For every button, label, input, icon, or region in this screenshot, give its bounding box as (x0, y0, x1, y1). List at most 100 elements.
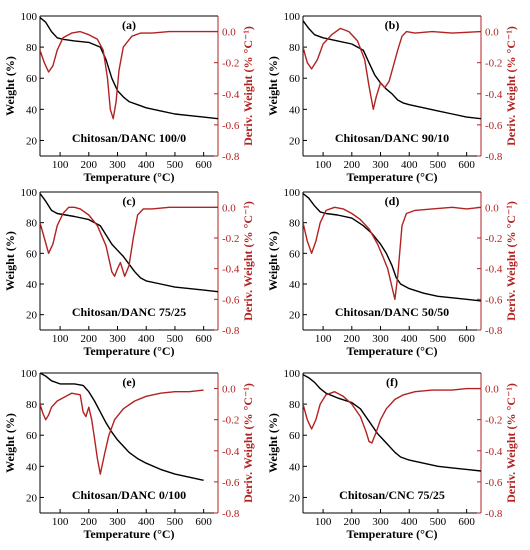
x-tick-label: 100 (315, 159, 332, 171)
y-right-tick-label: -0.8 (222, 325, 240, 337)
x-tick-label: 100 (315, 516, 332, 528)
x-axis-label: Temperature (°C) (83, 527, 174, 541)
y-left-tick-label: 60 (26, 430, 38, 442)
y-left-tick-label: 100 (21, 187, 38, 199)
y-right-tick-label: -0.6 (485, 477, 503, 489)
x-tick-label: 500 (430, 516, 447, 528)
y-right-tick-label: -0.6 (222, 294, 240, 306)
y-left-tick-label: 20 (26, 310, 38, 322)
y-left-tick-label: 40 (26, 104, 38, 116)
x-tick-label: 500 (167, 516, 184, 528)
x-tick-label: 600 (195, 333, 212, 345)
panel-b: 100 200 300 400 500 600 20 40 60 80 100 0.0 -0.2 -0.4… (266, 11, 518, 184)
panel-letter: (e) (122, 375, 135, 389)
y-left-tick-label: 20 (26, 492, 38, 504)
weight-curve (303, 192, 481, 302)
y-left-tick-label: 80 (289, 399, 301, 411)
weight-curve (40, 17, 218, 120)
y-left-tick-label: 20 (289, 310, 301, 322)
y-left-tick-label: 80 (26, 218, 38, 230)
deriv-weight-curve (40, 30, 218, 120)
x-tick-label: 400 (401, 516, 418, 528)
y-left-axis-label: Weight (%) (266, 56, 280, 116)
x-tick-label: 400 (401, 159, 418, 171)
y-right-tick-label: -0.6 (222, 477, 240, 489)
y-right-tick-label: -0.2 (222, 58, 239, 70)
y-left-tick-label: 80 (289, 218, 301, 230)
x-tick-label: 300 (109, 516, 126, 528)
panel-title: Chitosan/CNC 75/25 (339, 488, 445, 502)
y-left-tick-label: 80 (26, 399, 38, 411)
y-left-tick-label: 40 (289, 104, 301, 116)
y-right-tick-label: -0.4 (222, 264, 240, 276)
x-tick-label: 600 (458, 333, 475, 345)
deriv-weight-curve (303, 206, 481, 300)
x-tick-label: 200 (344, 516, 361, 528)
y-left-tick-label: 40 (289, 279, 301, 291)
y-right-tick-label: -0.6 (222, 120, 240, 132)
x-tick-label: 200 (81, 333, 98, 345)
y-right-tick-label: -0.2 (222, 233, 239, 245)
x-tick-label: 300 (109, 159, 126, 171)
y-left-tick-label: 40 (26, 461, 38, 473)
x-tick-label: 200 (81, 159, 98, 171)
y-right-axis-label: Deriv. Weight (% °C⁻¹) (241, 26, 255, 146)
y-left-tick-label: 60 (289, 73, 301, 85)
x-tick-label: 400 (138, 333, 155, 345)
y-right-tick-label: -0.2 (485, 233, 502, 245)
panel-letter: (f) (386, 375, 398, 389)
y-right-tick-label: 0.0 (222, 384, 236, 396)
y-right-tick-label: 0.0 (485, 27, 499, 39)
panel-title: Chitosan/DANC 0/100 (72, 488, 186, 502)
x-tick-label: 100 (52, 333, 69, 345)
deriv-weight-curve (40, 206, 218, 277)
y-left-tick-label: 80 (26, 42, 38, 54)
x-tick-label: 200 (344, 159, 361, 171)
x-tick-label: 400 (401, 333, 418, 345)
y-right-tick-label: -0.4 (222, 446, 240, 458)
y-right-axis-label: Deriv. Weight (% °C⁻¹) (504, 383, 518, 503)
x-tick-label: 300 (372, 333, 389, 345)
y-right-axis-label: Deriv. Weight (% °C⁻¹) (241, 383, 255, 503)
y-right-tick-label: -0.4 (485, 89, 503, 101)
y-left-axis-label: Weight (%) (3, 231, 17, 291)
y-right-tick-label: -0.2 (485, 415, 502, 427)
x-tick-label: 100 (52, 159, 69, 171)
y-right-tick-label: -0.2 (222, 415, 239, 427)
y-left-tick-label: 100 (284, 368, 301, 380)
y-left-tick-label: 100 (21, 11, 38, 23)
deriv-weight-curve (303, 27, 481, 111)
y-left-tick-label: 40 (289, 461, 301, 473)
x-tick-label: 100 (315, 333, 332, 345)
y-right-tick-label: -0.2 (485, 58, 502, 70)
panel-letter: (b) (385, 18, 400, 32)
panel-c: 100 200 300 400 500 600 20 40 60 80 100 0.0 -0.2 -0.4… (3, 187, 255, 358)
panel-title: Chitosan/DANC 75/25 (72, 305, 186, 319)
panel-letter: (c) (122, 194, 135, 208)
y-right-axis-label: Deriv. Weight (% °C⁻¹) (241, 201, 255, 321)
panel-title: Chitosan/DANC 90/10 (335, 131, 449, 145)
x-tick-label: 300 (109, 333, 126, 345)
panel-letter: (a) (122, 18, 136, 32)
y-left-tick-label: 40 (26, 279, 38, 291)
y-right-tick-label: 0.0 (485, 202, 499, 214)
y-left-tick-label: 20 (289, 135, 301, 147)
x-tick-label: 500 (167, 333, 184, 345)
y-right-tick-label: -0.8 (485, 151, 503, 163)
x-tick-label: 500 (430, 159, 447, 171)
weight-curve (40, 373, 204, 481)
y-left-tick-label: 60 (26, 73, 38, 85)
panel-d: 100 200 300 400 500 600 20 40 60 80 100 0.0 -0.2 -0.4… (266, 187, 518, 358)
y-left-axis-label: Weight (%) (3, 413, 17, 473)
panel-title: Chitosan/DANC 50/50 (335, 305, 449, 319)
y-right-tick-label: 0.0 (222, 202, 236, 214)
panel-title: Chitosan/DANC 100/0 (72, 131, 186, 145)
x-axis-label: Temperature (°C) (83, 344, 174, 358)
x-tick-label: 600 (195, 516, 212, 528)
x-tick-label: 600 (195, 159, 212, 171)
x-tick-label: 300 (372, 516, 389, 528)
panel-a: 100 200 300 400 500 600 20 40 60 80 100 0.0 -0.2 -0.4… (3, 11, 255, 184)
y-right-tick-label: 0.0 (485, 384, 499, 396)
y-left-tick-label: 60 (289, 248, 301, 260)
y-left-tick-label: 80 (289, 42, 301, 54)
